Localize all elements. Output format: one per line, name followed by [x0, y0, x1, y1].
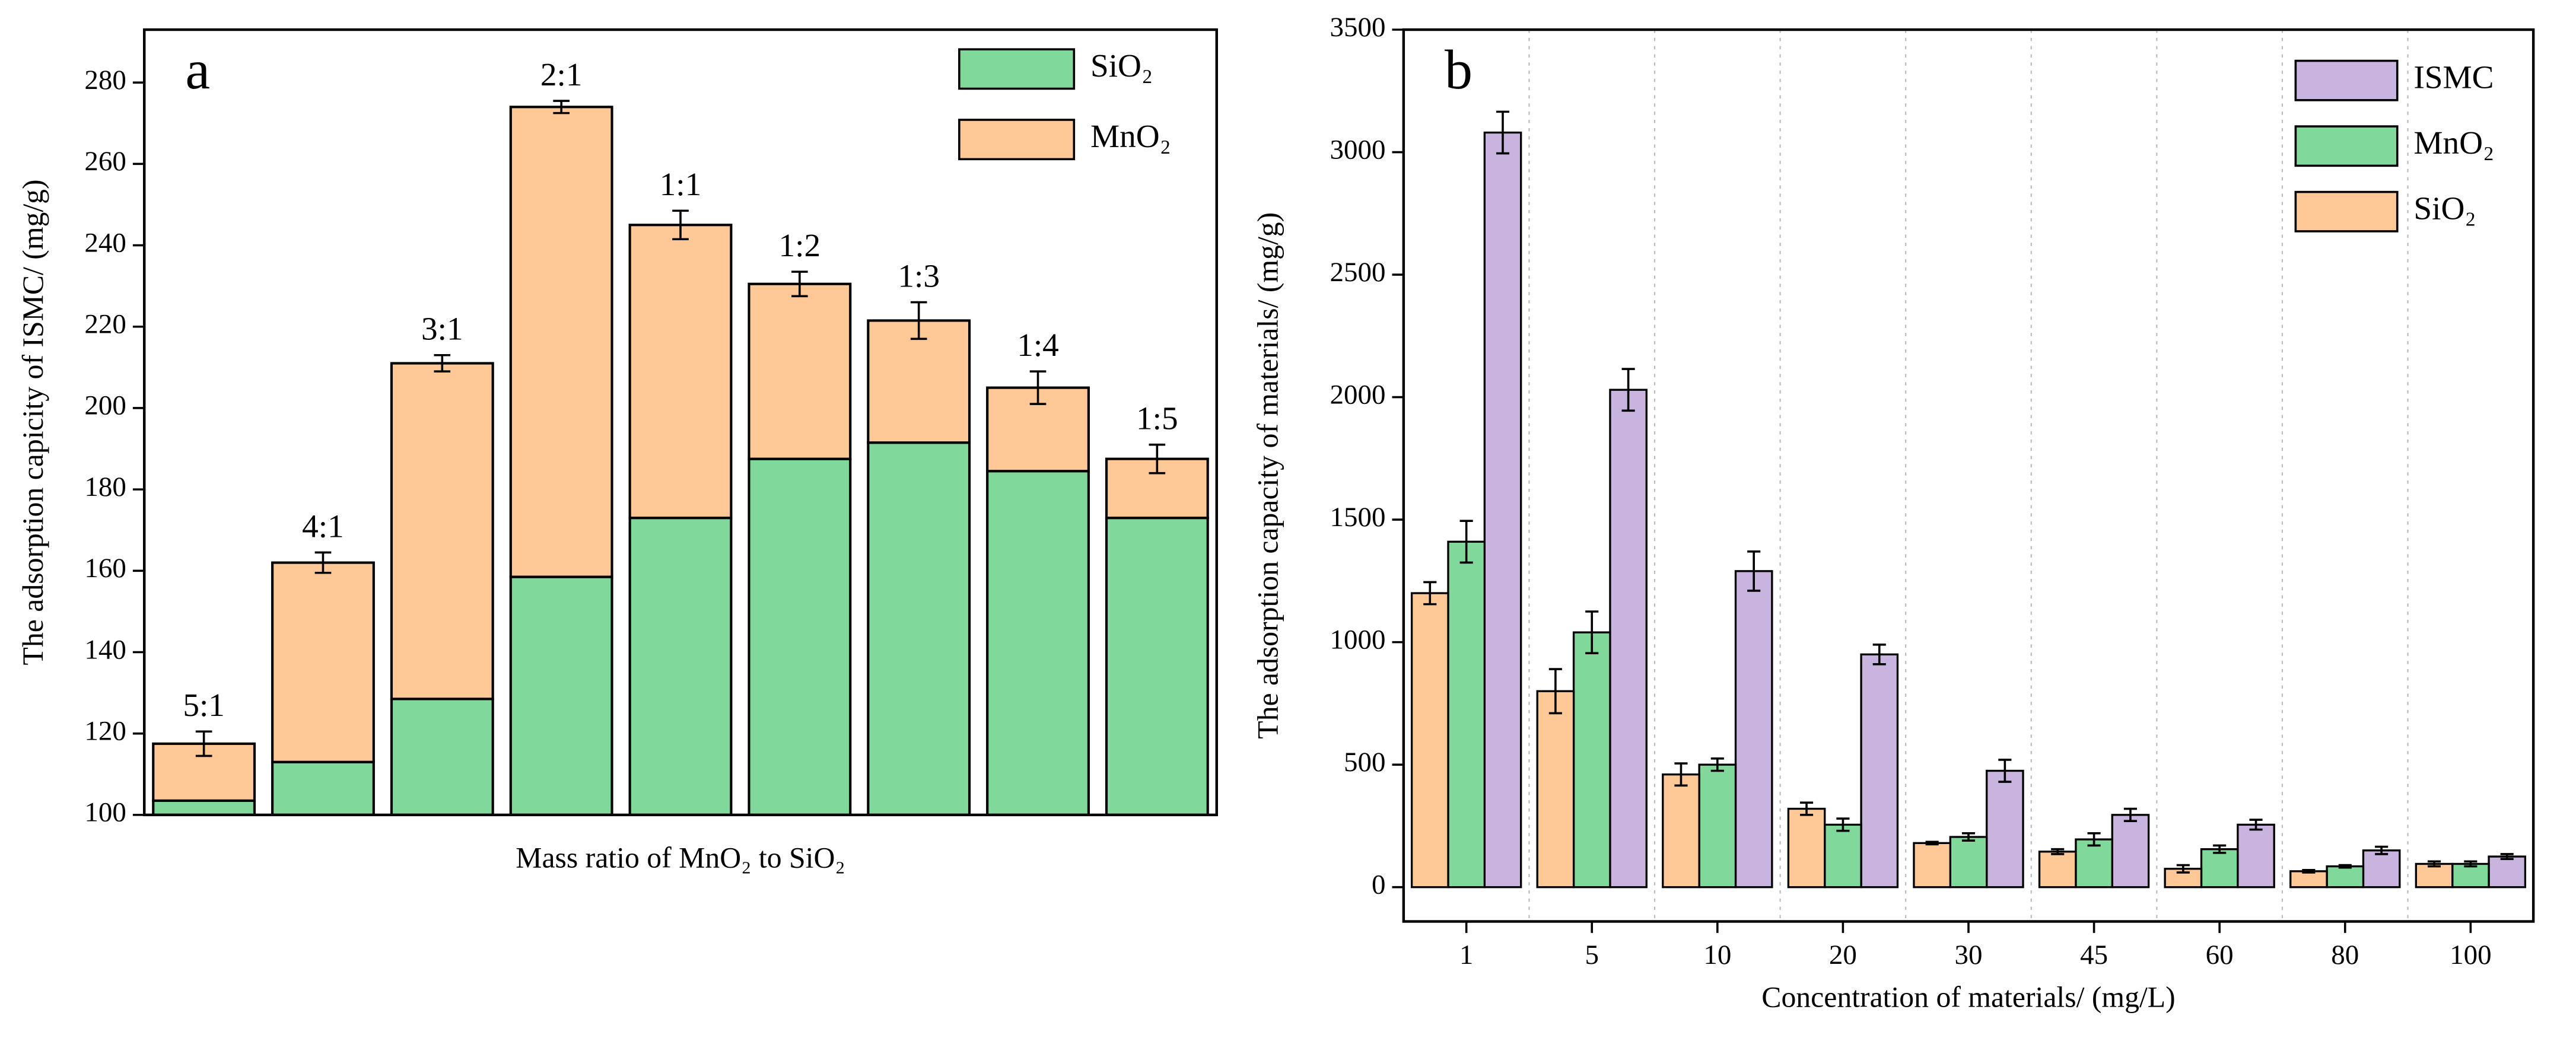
- category-label: 3:1: [421, 311, 463, 347]
- bar-segment: [867, 441, 971, 816]
- y-tick-label: 240: [84, 227, 126, 258]
- y-tick-label: 120: [84, 715, 126, 746]
- legend-label: SiO₂: [2413, 190, 2476, 226]
- bar: [2111, 814, 2150, 889]
- legend-swatch: [958, 48, 1076, 90]
- bar: [1949, 836, 1988, 889]
- legend-label: MnO₂: [1090, 118, 1171, 154]
- legend-label: ISMC: [2413, 59, 2494, 95]
- x-tick-label: 45: [2080, 940, 2108, 970]
- y-tick-label: 140: [84, 634, 126, 665]
- category-label: 2:1: [540, 56, 583, 93]
- x-axis-title: Mass ratio of MnO₂ to SiO₂: [516, 842, 845, 874]
- bar: [1734, 570, 1773, 889]
- x-tick-label: 1: [1459, 940, 1473, 970]
- bar: [2488, 855, 2527, 889]
- bar-segment: [509, 575, 613, 816]
- bar-segment: [748, 457, 852, 816]
- legend-label: SiO₂: [1090, 47, 1153, 84]
- bar: [1662, 773, 1700, 889]
- y-tick-label: 1500: [1330, 502, 1386, 533]
- legend-swatch: [2294, 125, 2399, 167]
- bar: [1986, 769, 2024, 889]
- bar-segment: [390, 698, 494, 816]
- legend-label: MnO₂: [2413, 125, 2494, 161]
- y-tick-label: 1000: [1330, 624, 1386, 655]
- x-tick-label: 80: [2331, 940, 2359, 970]
- plot-frame: [143, 28, 1218, 817]
- bar: [1572, 631, 1611, 889]
- bar: [1410, 592, 1449, 889]
- bar: [1824, 823, 1862, 889]
- category-label: 1:2: [779, 227, 821, 263]
- bar: [1536, 690, 1575, 889]
- x-tick-label: 60: [2206, 940, 2234, 970]
- bar-segment: [390, 362, 494, 701]
- bar-segment: [509, 106, 613, 578]
- bar-segment: [628, 517, 733, 816]
- category-label: 1:1: [660, 166, 702, 202]
- y-tick-label: 260: [84, 146, 126, 177]
- category-label: 5:1: [183, 687, 225, 723]
- bar: [2362, 849, 2401, 889]
- y-tick-label: 3000: [1330, 134, 1386, 165]
- bar: [1787, 807, 1826, 889]
- y-tick-label: 200: [84, 390, 126, 421]
- bar-segment: [748, 282, 852, 460]
- bar: [1913, 842, 1951, 889]
- bar-segment: [271, 760, 375, 816]
- bar-segment: [867, 319, 971, 444]
- bar-segment: [271, 561, 375, 763]
- y-tick-label: 160: [84, 553, 126, 584]
- x-tick-label: 100: [2450, 940, 2491, 970]
- y-tick-label: 220: [84, 309, 126, 340]
- bar: [2415, 862, 2454, 889]
- bar: [1698, 763, 1737, 889]
- x-tick-label: 30: [1955, 940, 1983, 970]
- y-tick-label: 3500: [1330, 12, 1386, 43]
- y-axis-title: The adsorption capicity of ISMC/ (mg/g): [17, 179, 49, 665]
- bar-segment: [986, 470, 1090, 816]
- category-label: 1:4: [1017, 327, 1059, 363]
- y-tick-label: 100: [84, 797, 126, 828]
- y-tick-label: 2000: [1330, 379, 1386, 410]
- bar: [1860, 653, 1899, 889]
- x-tick-label: 10: [1703, 940, 1731, 970]
- bar-segment: [628, 224, 733, 520]
- y-axis-title: The adsorption capacity of materials/ (m…: [1251, 212, 1284, 739]
- bar-segment: [152, 799, 256, 816]
- bar: [2038, 851, 2077, 889]
- legend-swatch: [2294, 190, 2399, 233]
- y-tick-label: 500: [1344, 747, 1385, 778]
- legend-swatch: [2294, 59, 2399, 101]
- plot-frame: [1402, 28, 2535, 923]
- bar: [1483, 131, 1522, 889]
- y-tick-label: 180: [84, 472, 126, 502]
- panel-label: a: [185, 39, 210, 101]
- bar: [2289, 870, 2328, 889]
- x-tick-label: 5: [1585, 940, 1598, 970]
- bar: [1447, 540, 1486, 889]
- bar: [2237, 823, 2275, 889]
- panel-label: b: [1445, 39, 1473, 101]
- y-tick-label: 0: [1372, 869, 1385, 900]
- y-tick-label: 2500: [1330, 257, 1386, 288]
- category-label: 4:1: [302, 508, 344, 544]
- x-tick-label: 20: [1829, 940, 1857, 970]
- legend-swatch: [958, 119, 1076, 161]
- y-tick-label: 280: [84, 65, 126, 95]
- x-axis-title: Concentration of materials/ (mg/L): [1761, 981, 2175, 1014]
- bar: [1609, 389, 1648, 889]
- category-label: 1:5: [1136, 400, 1178, 437]
- bar: [2326, 865, 2365, 889]
- bar: [2200, 848, 2239, 889]
- bar-segment: [1105, 517, 1209, 816]
- category-label: 1:3: [898, 258, 940, 294]
